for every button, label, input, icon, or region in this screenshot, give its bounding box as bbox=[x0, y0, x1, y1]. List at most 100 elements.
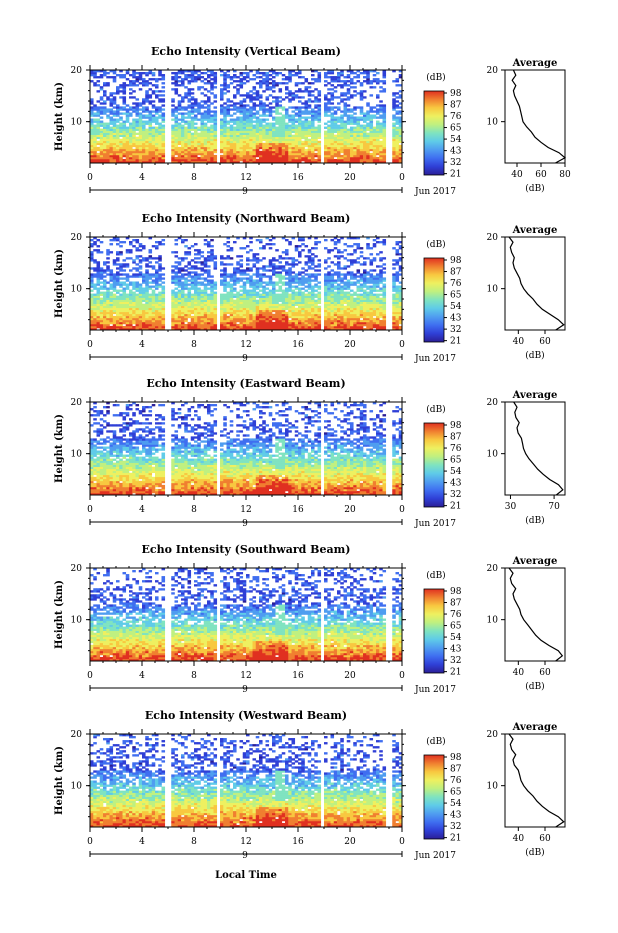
heatmap-cell bbox=[90, 133, 94, 135]
heatmap-cell bbox=[184, 320, 188, 322]
heatmap-cell bbox=[93, 125, 97, 127]
heatmap-cell bbox=[314, 141, 318, 143]
heatmap-cell bbox=[236, 119, 240, 121]
heatmap-cell bbox=[308, 322, 312, 324]
heatmap-cell bbox=[249, 306, 253, 308]
heatmap-cell bbox=[188, 80, 192, 82]
heatmap-cell bbox=[100, 133, 104, 135]
heatmap-cell bbox=[188, 298, 192, 300]
heatmap-cell bbox=[113, 288, 117, 290]
heatmap-cell bbox=[236, 324, 240, 326]
heatmap-cell bbox=[175, 114, 179, 116]
heatmap-cell bbox=[298, 310, 302, 312]
heatmap-cell bbox=[214, 284, 218, 286]
heatmap-cell bbox=[353, 312, 357, 314]
heatmap-cell bbox=[311, 90, 315, 92]
heatmap-cell bbox=[201, 137, 205, 139]
heatmap-cell bbox=[123, 316, 127, 318]
heatmap-cell bbox=[178, 292, 182, 294]
heatmap-cell bbox=[106, 318, 110, 320]
heatmap-cell bbox=[324, 135, 328, 137]
heatmap-cell bbox=[249, 308, 253, 310]
heatmap-cell bbox=[207, 98, 211, 100]
heatmap-cell bbox=[116, 112, 120, 114]
heatmap-cell bbox=[353, 320, 357, 322]
heatmap-cell bbox=[204, 88, 208, 90]
heatmap-cell bbox=[119, 314, 123, 316]
heatmap-cell bbox=[314, 159, 318, 161]
heatmap-cell bbox=[214, 133, 218, 135]
heatmap-cell bbox=[106, 114, 110, 116]
heatmap-cell bbox=[210, 133, 214, 135]
heatmap-cell bbox=[243, 290, 247, 292]
heatmap-cell bbox=[262, 286, 266, 288]
heatmap-cell bbox=[129, 139, 133, 141]
heatmap-cell bbox=[318, 292, 322, 294]
heatmap-cell bbox=[210, 153, 214, 155]
heatmap-cell bbox=[308, 149, 312, 151]
heatmap-cell bbox=[100, 304, 104, 306]
heatmap-cell bbox=[175, 159, 179, 161]
heatmap-cell bbox=[236, 88, 240, 90]
heatmap-cell bbox=[282, 310, 286, 312]
heatmap-cell bbox=[97, 320, 101, 322]
heatmap-cell bbox=[376, 135, 380, 137]
heatmap-cell bbox=[201, 157, 205, 159]
heatmap-cell bbox=[145, 72, 149, 74]
heatmap-cell bbox=[181, 296, 185, 298]
heatmap-cell bbox=[311, 324, 315, 326]
heatmap-cell bbox=[288, 306, 292, 308]
heatmap-cell bbox=[240, 80, 244, 82]
heatmap-cell bbox=[259, 84, 263, 86]
heatmap-cell bbox=[93, 143, 97, 145]
heatmap-cell bbox=[324, 145, 328, 147]
heatmap-cell bbox=[227, 312, 231, 314]
heatmap-cell bbox=[204, 312, 208, 314]
heatmap-cell bbox=[370, 316, 374, 318]
heatmap-cell bbox=[103, 288, 107, 290]
heatmap-cell bbox=[392, 153, 396, 155]
heatmap-cell bbox=[149, 322, 153, 324]
heatmap-cell bbox=[249, 139, 253, 141]
heatmap-cell bbox=[246, 114, 250, 116]
heatmap-cell bbox=[201, 304, 205, 306]
heatmap-cell bbox=[201, 292, 205, 294]
heatmap-cell bbox=[223, 117, 227, 119]
heatmap-cell bbox=[334, 155, 338, 157]
heatmap-cell bbox=[305, 153, 309, 155]
heatmap-cell bbox=[266, 306, 270, 308]
heatmap-cell bbox=[331, 94, 335, 96]
heatmap-cell bbox=[178, 131, 182, 133]
heatmap-cell bbox=[360, 131, 364, 133]
heatmap-cell bbox=[288, 149, 292, 151]
heatmap-cell bbox=[288, 324, 292, 326]
heatmap-cell bbox=[253, 96, 257, 98]
heatmap-cell bbox=[269, 110, 273, 112]
heatmap-cell bbox=[334, 110, 338, 112]
heatmap-cell bbox=[106, 151, 110, 153]
heatmap-cell bbox=[308, 153, 312, 155]
heatmap-cell bbox=[272, 117, 276, 119]
heatmap-cell bbox=[233, 104, 237, 106]
heatmap-cell bbox=[366, 143, 370, 145]
heatmap-cell bbox=[201, 119, 205, 121]
heatmap-cell bbox=[136, 310, 140, 312]
heatmap-cell bbox=[149, 312, 153, 314]
heatmap-cell bbox=[350, 137, 354, 139]
heatmap-cell bbox=[162, 288, 166, 290]
heatmap-cell bbox=[282, 127, 286, 129]
heatmap-cell bbox=[210, 74, 214, 76]
heatmap-cell bbox=[314, 324, 318, 326]
heatmap-cell bbox=[136, 110, 140, 112]
heatmap-cell bbox=[227, 123, 231, 125]
heatmap-cell bbox=[344, 312, 348, 314]
heatmap-cell bbox=[214, 312, 218, 314]
heatmap-cell bbox=[383, 286, 387, 288]
heatmap-cell bbox=[233, 300, 237, 302]
heatmap-cell bbox=[106, 129, 110, 131]
heatmap-cell bbox=[145, 141, 149, 143]
heatmap-cell bbox=[93, 306, 97, 308]
heatmap-cell bbox=[184, 145, 188, 147]
heatmap-cell bbox=[334, 304, 338, 306]
heatmap-cell bbox=[227, 324, 231, 326]
